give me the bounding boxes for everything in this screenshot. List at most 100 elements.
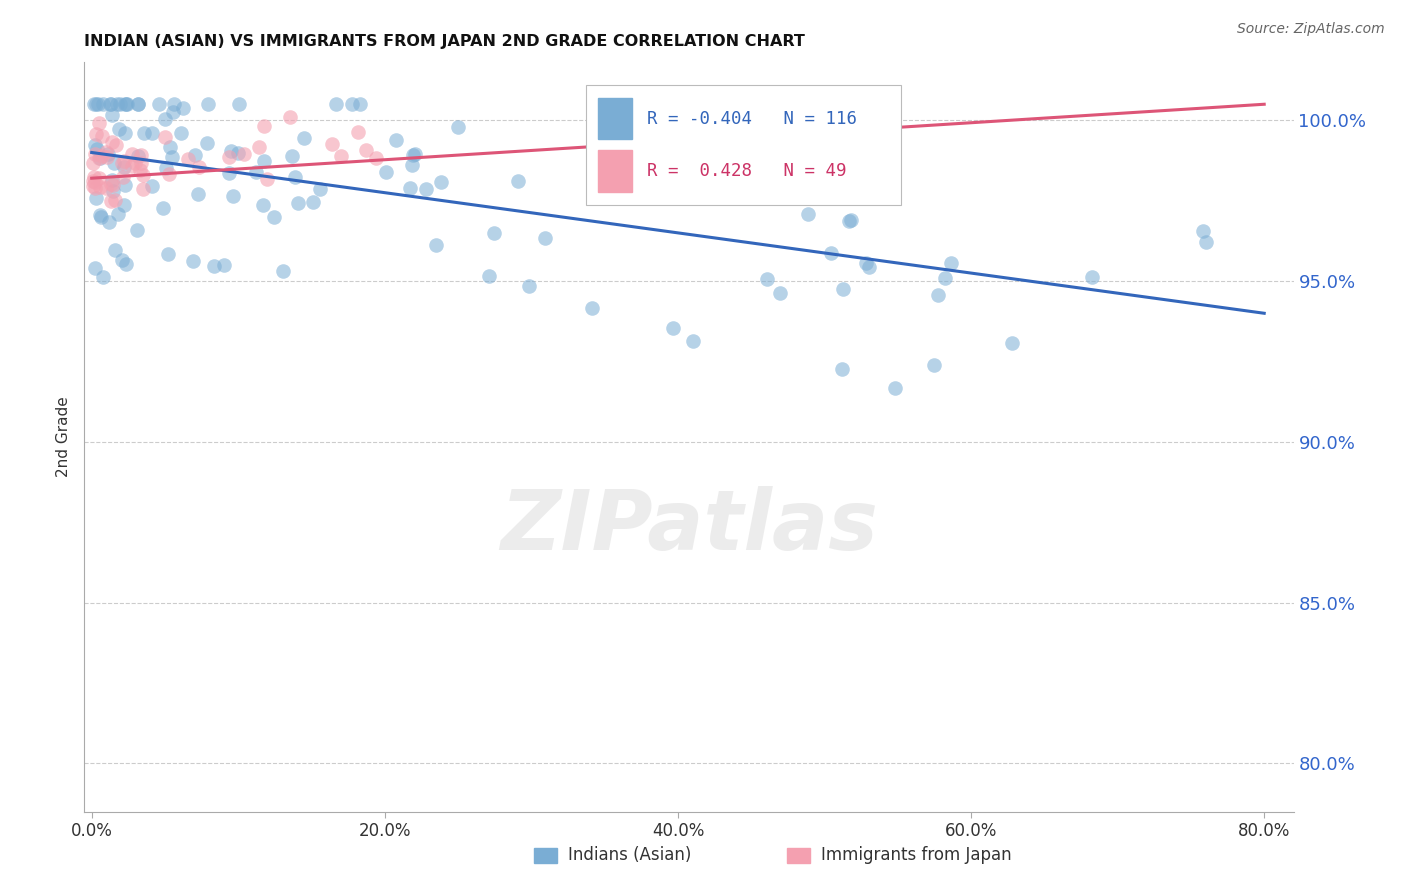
Point	[112, 153, 135, 168]
Point	[756, 272, 779, 286]
Y-axis label: 2nd Grade: 2nd Grade	[56, 397, 72, 477]
Point	[385, 133, 408, 147]
Point	[927, 288, 949, 302]
Point	[101, 173, 124, 187]
Point	[157, 167, 180, 181]
Point	[100, 177, 122, 191]
Point	[401, 158, 423, 172]
Point	[121, 146, 143, 161]
Point	[87, 97, 110, 112]
Point	[97, 147, 120, 161]
Point	[349, 97, 371, 112]
Bar	[599, 151, 633, 192]
Point	[141, 126, 163, 140]
Point	[84, 127, 107, 141]
Point	[278, 111, 301, 125]
Point	[83, 175, 105, 189]
Point	[107, 122, 129, 136]
Text: ZIPatlas: ZIPatlas	[501, 486, 877, 567]
Point	[110, 97, 132, 112]
Point	[941, 256, 963, 270]
Point	[91, 269, 114, 284]
Point	[404, 146, 426, 161]
FancyBboxPatch shape	[586, 85, 901, 205]
Point	[132, 169, 155, 183]
Point	[83, 169, 105, 184]
Point	[340, 97, 363, 112]
Point	[187, 187, 209, 202]
Point	[831, 362, 853, 376]
Point	[129, 148, 152, 162]
Point	[162, 105, 184, 120]
Point	[98, 214, 121, 228]
Point	[131, 155, 153, 169]
Point	[155, 112, 177, 126]
Point	[129, 163, 152, 178]
Point	[121, 159, 143, 173]
Point	[662, 321, 685, 335]
Point	[256, 171, 278, 186]
Point	[832, 282, 855, 296]
Point	[253, 119, 276, 133]
Point	[273, 263, 295, 277]
Point	[89, 208, 111, 222]
Point	[284, 169, 307, 184]
Point	[83, 138, 105, 153]
Point	[366, 151, 388, 165]
Point	[176, 152, 198, 166]
Point	[218, 166, 240, 180]
Text: INDIAN (ASIAN) VS IMMIGRANTS FROM JAPAN 2ND GRADE CORRELATION CHART: INDIAN (ASIAN) VS IMMIGRANTS FROM JAPAN …	[84, 34, 806, 49]
Bar	[599, 98, 633, 139]
Point	[153, 130, 176, 145]
Point	[668, 187, 690, 202]
Point	[100, 135, 122, 149]
Point	[89, 180, 111, 194]
Point	[233, 147, 256, 161]
Point	[581, 301, 603, 315]
Point	[769, 285, 792, 300]
Point	[82, 174, 104, 188]
Point	[82, 155, 104, 169]
Point	[132, 182, 155, 196]
Point	[839, 213, 862, 227]
Point	[157, 247, 180, 261]
Point	[252, 198, 274, 212]
Point	[100, 97, 122, 112]
Point	[292, 131, 315, 145]
Point	[103, 178, 125, 193]
Point	[375, 165, 398, 179]
Point	[148, 97, 170, 112]
Point	[330, 149, 353, 163]
Point	[287, 196, 309, 211]
Point	[96, 150, 118, 164]
Point	[934, 271, 956, 285]
Point	[1195, 235, 1218, 250]
Text: Indians (Asian): Indians (Asian)	[568, 847, 692, 864]
Point	[884, 381, 907, 395]
Text: R =  0.428   N = 49: R = 0.428 N = 49	[647, 162, 846, 180]
Text: Immigrants from Japan: Immigrants from Japan	[821, 847, 1012, 864]
Point	[83, 97, 105, 112]
Point	[347, 125, 370, 139]
Point	[96, 181, 118, 195]
Point	[91, 149, 114, 163]
Point	[83, 147, 105, 161]
Point	[249, 140, 271, 154]
Text: Source: ZipAtlas.com: Source: ZipAtlas.com	[1237, 22, 1385, 37]
Point	[111, 253, 134, 268]
Point	[114, 126, 136, 140]
Point	[101, 108, 124, 122]
Point	[922, 359, 945, 373]
Point	[114, 97, 136, 112]
Point	[226, 145, 249, 160]
Point	[187, 160, 209, 174]
Point	[91, 97, 114, 112]
Text: R = -0.404   N = 116: R = -0.404 N = 116	[647, 110, 856, 128]
Point	[86, 142, 108, 156]
Point	[682, 334, 704, 349]
Point	[321, 136, 343, 151]
Point	[325, 97, 347, 112]
Point	[87, 151, 110, 165]
Point	[219, 144, 242, 158]
Point	[170, 126, 193, 140]
